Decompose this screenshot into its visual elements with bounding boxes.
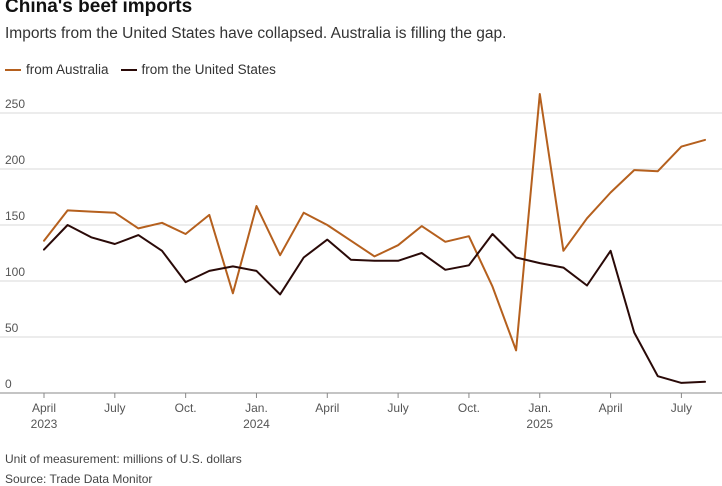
x-tick-label: Oct. bbox=[458, 401, 480, 415]
x-tick-label: July bbox=[671, 401, 692, 415]
series-line-united-states bbox=[43, 224, 706, 384]
legend-label-australia: from Australia bbox=[26, 62, 109, 77]
grid-layer: 0 50 100 150 200 250 bbox=[0, 97, 722, 394]
x-tick-year-label: 2025 bbox=[526, 417, 553, 431]
x-tick-label: July bbox=[104, 401, 125, 415]
legend-swatch-australia bbox=[5, 68, 21, 71]
series-line-australia bbox=[43, 93, 706, 352]
legend-item-united-states: from the United States bbox=[120, 62, 276, 77]
legend-swatch-united-states bbox=[120, 68, 137, 71]
legend: from Australia from the United States bbox=[5, 62, 288, 77]
x-tick-label: April bbox=[599, 401, 623, 415]
x-axis: April 2023 July Oct. Jan. 2024 April July Oct. Ja… bbox=[31, 393, 692, 431]
x-tick-label: July bbox=[387, 401, 408, 415]
x-tick-year-label: 2023 bbox=[31, 417, 58, 431]
x-tick-year-label: 2024 bbox=[243, 417, 270, 431]
series-layer bbox=[43, 93, 706, 384]
chart-title: China's beef imports bbox=[5, 0, 193, 17]
y-tick-label: 200 bbox=[5, 153, 25, 167]
chart-subtitle: Imports from the United States have coll… bbox=[5, 25, 507, 42]
y-tick-label: 0 bbox=[5, 377, 12, 391]
y-tick-label: 100 bbox=[5, 265, 25, 279]
source-note: Source: Trade Data Monitor bbox=[5, 472, 153, 486]
y-tick-label: 250 bbox=[5, 97, 25, 111]
x-tick-label: Jan. bbox=[245, 401, 268, 415]
legend-item-australia: from Australia bbox=[5, 62, 109, 77]
x-tick-label: April bbox=[315, 401, 339, 415]
x-tick-label: Oct. bbox=[175, 401, 197, 415]
y-tick-label: 50 bbox=[5, 321, 19, 335]
x-tick-label: April bbox=[32, 401, 56, 415]
y-tick-label: 150 bbox=[5, 209, 25, 223]
x-tick-label: Jan. bbox=[528, 401, 551, 415]
unit-note: Unit of measurement: millions of U.S. do… bbox=[5, 452, 242, 466]
legend-label-united-states: from the United States bbox=[141, 62, 276, 77]
